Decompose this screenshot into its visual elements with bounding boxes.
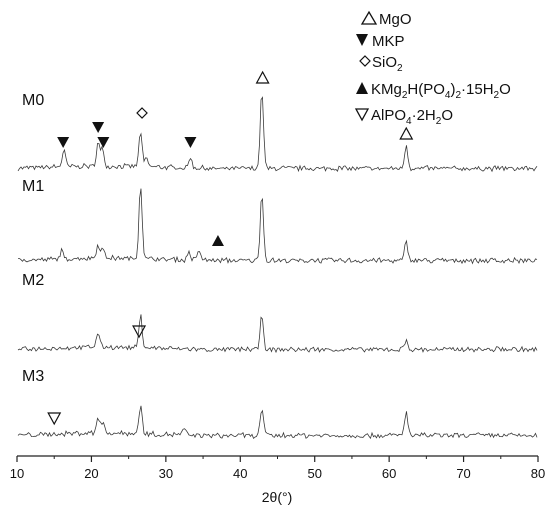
marker-filled-triangle-up-icon: [211, 235, 224, 246]
series-label-m2: M2: [22, 272, 44, 289]
legend-label-alpo4: AlPO4·2H2O: [371, 107, 453, 127]
legend-item-alpo4: AlPO4·2H2O: [354, 107, 453, 127]
x-axis-ticks: 10 20 30 40 50 60 70 80: [10, 456, 545, 481]
marker-open-diamond-icon: [136, 107, 148, 119]
legend-filled-triangle-up-icon: [356, 82, 368, 94]
x-axis-title: 2θ(°): [262, 489, 293, 505]
legend-label-sio2: SiO2: [372, 54, 403, 74]
x-tick-label: 20: [84, 466, 98, 481]
series-label-m1: M1: [22, 178, 44, 195]
series-line-m3: [17, 405, 538, 440]
legend: MgO MKP SiO2 KMg2H(PO4)2·15H2O AlPO4·2H2…: [354, 10, 511, 127]
x-tick-label: 60: [382, 466, 396, 481]
x-tick-label: 80: [531, 466, 545, 481]
series-line-m0: [17, 96, 538, 173]
x-tick-label: 30: [159, 466, 173, 481]
marker-filled-triangle-down-icon: [97, 137, 110, 148]
legend-label-kmg2h: KMg2H(PO4)2·15H2O: [371, 81, 511, 101]
marker-open-triangle-down-icon: [132, 325, 147, 339]
series-label-m3: M3: [22, 368, 44, 385]
series-group: [17, 96, 538, 440]
legend-item-kmg2h: KMg2H(PO4)2·15H2O: [356, 81, 511, 101]
legend-item-mgo: MgO: [360, 10, 412, 28]
x-tick-label: 70: [456, 466, 470, 481]
marker-filled-triangle-down-icon: [57, 137, 70, 148]
marker-open-triangle-up-icon: [255, 70, 270, 84]
legend-label-mgo: MgO: [379, 11, 412, 28]
x-tick-label: 50: [307, 466, 321, 481]
legend-item-mkp: MKP: [356, 33, 405, 50]
legend-item-sio2: SiO2: [359, 54, 403, 74]
marker-filled-triangle-down-icon: [184, 137, 197, 148]
marker-filled-triangle-down-icon: [92, 122, 105, 133]
legend-open-triangle-down-icon: [354, 108, 370, 122]
marker-open-triangle-up-icon: [399, 126, 414, 140]
legend-filled-triangle-down-icon: [356, 34, 368, 46]
marker-open-triangle-down-icon: [47, 412, 62, 426]
annotation-markers: [47, 70, 414, 426]
series-line-m1: [18, 188, 538, 265]
legend-label-mkp: MKP: [372, 33, 405, 50]
series-line-m2: [17, 314, 538, 354]
legend-open-diamond-icon: [359, 55, 371, 67]
x-tick-label: 10: [10, 466, 24, 481]
legend-open-triangle-up-icon: [360, 10, 378, 25]
x-tick-label: 40: [233, 466, 247, 481]
series-label-m0: M0: [22, 92, 44, 109]
